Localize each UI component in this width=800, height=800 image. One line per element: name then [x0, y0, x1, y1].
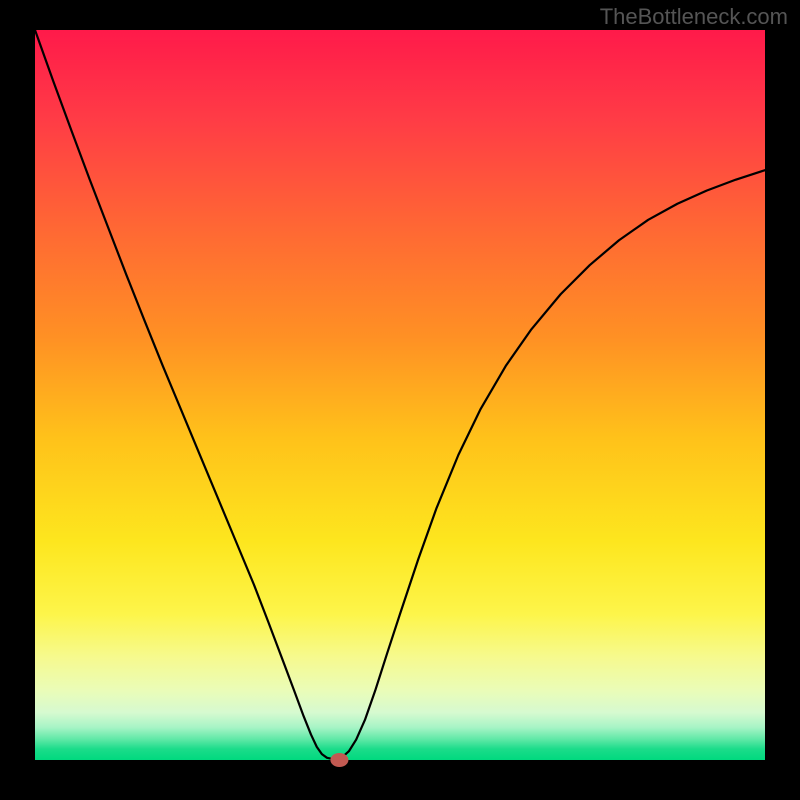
- chart-container: TheBottleneck.com: [0, 0, 800, 800]
- bottleneck-chart: [0, 0, 800, 800]
- watermark-text: TheBottleneck.com: [600, 4, 788, 30]
- plot-background: [35, 30, 765, 760]
- optimal-marker: [330, 753, 348, 767]
